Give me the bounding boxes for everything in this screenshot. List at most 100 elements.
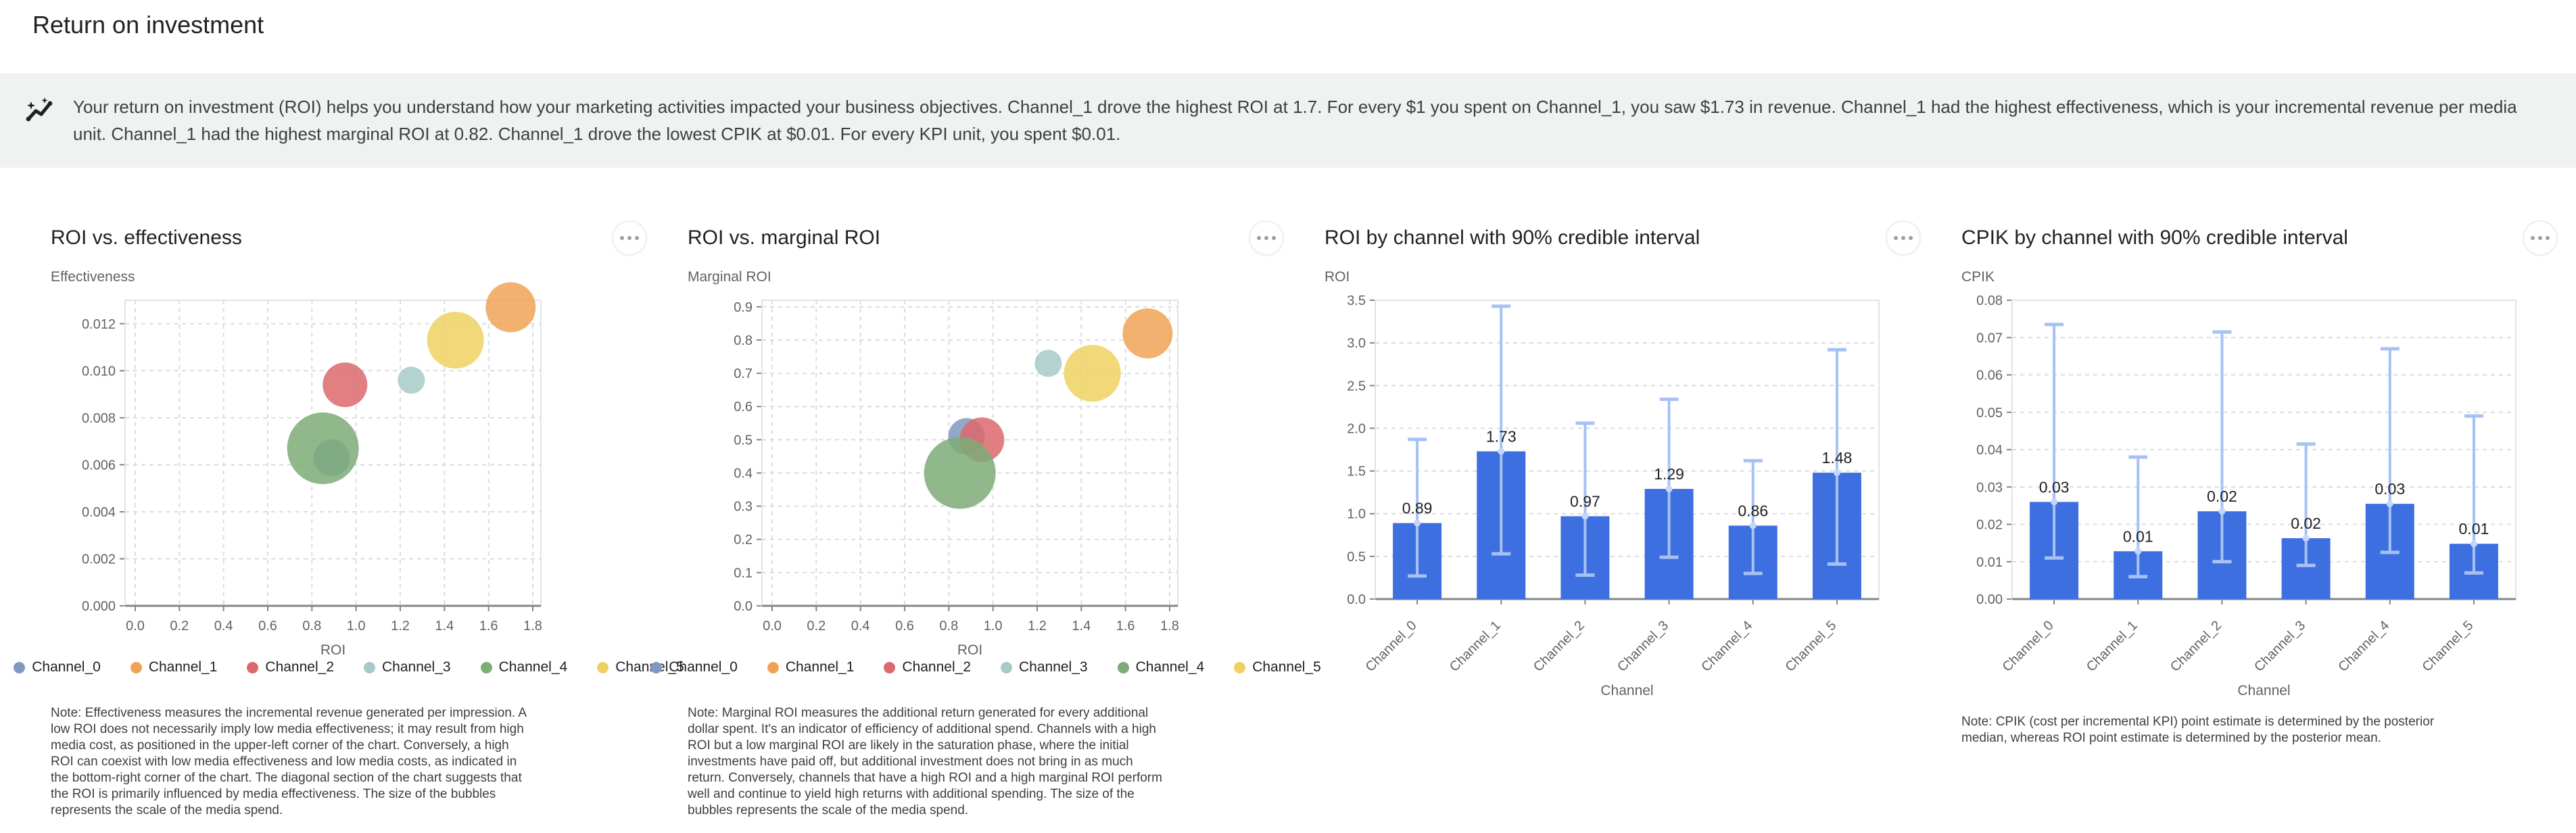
svg-text:Channel_2: Channel_2 bbox=[1531, 618, 1588, 675]
legend: Channel_0 Channel_1 Channel_2 Channel_3 … bbox=[650, 659, 1321, 675]
y-axis-title: CPIK bbox=[1961, 269, 1995, 285]
more-options-button[interactable] bbox=[612, 220, 647, 256]
legend-label: Channel_1 bbox=[785, 659, 855, 675]
legend-item: Channel_0 bbox=[14, 659, 101, 675]
svg-text:0.004: 0.004 bbox=[82, 505, 116, 520]
bubble-chart-roi-effectiveness[interactable]: 0.0 0.2 0.4 0.6 0.8 1.0 1.2 1.4 1.6 1.8 0.000 0.002… bbox=[51, 282, 646, 658]
card-roi-vs-effectiveness: ROI vs. effectiveness Effectiveness 0.0 0… bbox=[14, 220, 684, 819]
channel-4-swatch bbox=[1117, 661, 1129, 673]
more-options-button[interactable] bbox=[2523, 220, 2558, 256]
svg-text:1.8: 1.8 bbox=[523, 619, 542, 634]
ai-summary-banner: Your return on investment (ROI) helps yo… bbox=[0, 73, 2576, 168]
chart-title: CPIK by channel with 90% credible interv… bbox=[1961, 227, 2348, 249]
bar-chart-cpik-by-channel[interactable]: 0.00 0.01 0.02 0.03 0.04 0.05 0.06 0.07 0.08 0.03… bbox=[1961, 293, 2556, 707]
svg-text:1.2: 1.2 bbox=[391, 619, 410, 634]
legend-label: Channel_0 bbox=[32, 659, 101, 675]
svg-text:0.010: 0.010 bbox=[82, 364, 116, 379]
svg-text:0.006: 0.006 bbox=[82, 458, 116, 473]
legend-label: Channel_3 bbox=[1019, 659, 1088, 675]
svg-text:3.5: 3.5 bbox=[1347, 293, 1366, 308]
svg-text:0.6: 0.6 bbox=[258, 619, 277, 634]
channel-1-swatch bbox=[767, 661, 779, 673]
bar-chart-roi-by-channel[interactable]: 0.0 0.5 1.0 1.5 2.0 2.5 3.0 3.5 0.89 Channel_0 1.7… bbox=[1325, 293, 1919, 707]
ellipsis-icon bbox=[1901, 236, 1905, 240]
svg-text:Channel: Channel bbox=[2237, 683, 2290, 698]
svg-text:0.6: 0.6 bbox=[895, 619, 914, 634]
svg-text:Channel_3: Channel_3 bbox=[2251, 618, 2308, 675]
svg-text:0.01: 0.01 bbox=[1976, 555, 2003, 570]
svg-text:0.06: 0.06 bbox=[1976, 368, 2003, 383]
legend-label: Channel_5 bbox=[1252, 659, 1321, 675]
svg-text:1.0: 1.0 bbox=[984, 619, 1003, 634]
chart-note: Note: Effectiveness measures the increme… bbox=[51, 706, 527, 817]
y-axis-title: Effectiveness bbox=[51, 269, 135, 285]
ellipsis-icon bbox=[2538, 236, 2542, 240]
svg-text:Channel_1: Channel_1 bbox=[1447, 618, 1504, 675]
svg-text:0.1: 0.1 bbox=[734, 566, 753, 581]
svg-text:Channel_5: Channel_5 bbox=[1782, 618, 1839, 675]
channel-0-swatch bbox=[650, 661, 663, 673]
svg-text:0.89: 0.89 bbox=[1402, 500, 1433, 517]
channel-3-swatch bbox=[1001, 661, 1012, 673]
svg-text:1.73: 1.73 bbox=[1486, 428, 1517, 446]
svg-text:0.2: 0.2 bbox=[734, 533, 753, 548]
svg-text:0.5: 0.5 bbox=[1347, 550, 1366, 565]
svg-text:0.012: 0.012 bbox=[82, 317, 116, 332]
svg-text:0.000: 0.000 bbox=[82, 599, 116, 614]
magic-insights-icon bbox=[24, 96, 55, 130]
svg-text:0.08: 0.08 bbox=[1976, 293, 2003, 308]
legend-label: Channel_2 bbox=[265, 659, 334, 675]
svg-text:Channel_3: Channel_3 bbox=[1615, 618, 1671, 675]
chart-note: Note: Marginal ROI measures the addition… bbox=[688, 706, 1162, 817]
legend-item: Channel_1 bbox=[130, 659, 218, 675]
svg-text:0.04: 0.04 bbox=[1976, 443, 2003, 458]
page-title: Return on investment bbox=[32, 11, 264, 39]
bubble-chart-roi-marginal-roi[interactable]: 0.0 0.2 0.4 0.6 0.8 1.0 1.2 1.4 1.6 1.8 0.0 0.1 0.2 0… bbox=[688, 293, 1283, 658]
legend-label: Channel_3 bbox=[382, 659, 451, 675]
more-options-button[interactable] bbox=[1249, 220, 1284, 256]
svg-text:0.002: 0.002 bbox=[82, 552, 116, 567]
svg-text:Channel_2: Channel_2 bbox=[2168, 618, 2224, 675]
legend-label: Channel_5 bbox=[615, 659, 684, 675]
channel-4-swatch bbox=[480, 661, 492, 673]
svg-text:0.05: 0.05 bbox=[1976, 406, 2003, 421]
svg-text:0.008: 0.008 bbox=[82, 411, 116, 426]
svg-text:2.0: 2.0 bbox=[1347, 421, 1366, 436]
svg-text:Channel_4: Channel_4 bbox=[2335, 618, 2392, 675]
more-options-button[interactable] bbox=[1886, 220, 1921, 256]
chart-title: ROI vs. effectiveness bbox=[51, 227, 242, 249]
svg-text:0.4: 0.4 bbox=[734, 466, 753, 481]
svg-text:Channel_1: Channel_1 bbox=[2084, 618, 2141, 675]
svg-text:0.07: 0.07 bbox=[1976, 331, 2003, 346]
svg-text:1.0: 1.0 bbox=[1347, 507, 1366, 522]
legend-label: Channel_2 bbox=[902, 659, 971, 675]
legend-item: Channel_4 bbox=[1117, 659, 1204, 675]
svg-text:0.4: 0.4 bbox=[214, 619, 233, 634]
svg-text:1.48: 1.48 bbox=[1822, 449, 1853, 467]
svg-text:1.2: 1.2 bbox=[1028, 619, 1047, 634]
legend-item: Channel_5 bbox=[597, 659, 684, 675]
y-axis-title: Marginal ROI bbox=[688, 269, 771, 285]
legend: Channel_0 Channel_1 Channel_2 Channel_3 … bbox=[14, 659, 684, 675]
svg-text:ROI: ROI bbox=[320, 642, 345, 658]
svg-text:0.0: 0.0 bbox=[734, 599, 753, 614]
card-roi-vs-marginal-roi: ROI vs. marginal ROI Marginal ROI 0.0 0.2… bbox=[650, 220, 1321, 819]
svg-text:0.02: 0.02 bbox=[2207, 487, 2237, 505]
ellipsis-icon bbox=[627, 236, 631, 240]
svg-text:ROI: ROI bbox=[957, 642, 982, 658]
svg-text:0.6: 0.6 bbox=[734, 400, 753, 414]
svg-text:0.02: 0.02 bbox=[1976, 518, 2003, 533]
svg-text:Channel_5: Channel_5 bbox=[2419, 618, 2476, 675]
svg-text:Channel_0: Channel_0 bbox=[2000, 618, 2057, 675]
channel-5-swatch bbox=[1234, 661, 1246, 673]
svg-text:0.2: 0.2 bbox=[807, 619, 826, 634]
svg-text:0.0: 0.0 bbox=[763, 619, 782, 634]
channel-3-swatch bbox=[364, 661, 375, 673]
svg-text:1.6: 1.6 bbox=[479, 619, 498, 634]
svg-text:1.4: 1.4 bbox=[435, 619, 454, 634]
legend-label: Channel_1 bbox=[148, 659, 218, 675]
svg-text:0.01: 0.01 bbox=[2459, 520, 2489, 538]
svg-text:0.2: 0.2 bbox=[170, 619, 189, 634]
svg-text:Channel_0: Channel_0 bbox=[1363, 618, 1420, 675]
legend-item: Channel_3 bbox=[364, 659, 451, 675]
